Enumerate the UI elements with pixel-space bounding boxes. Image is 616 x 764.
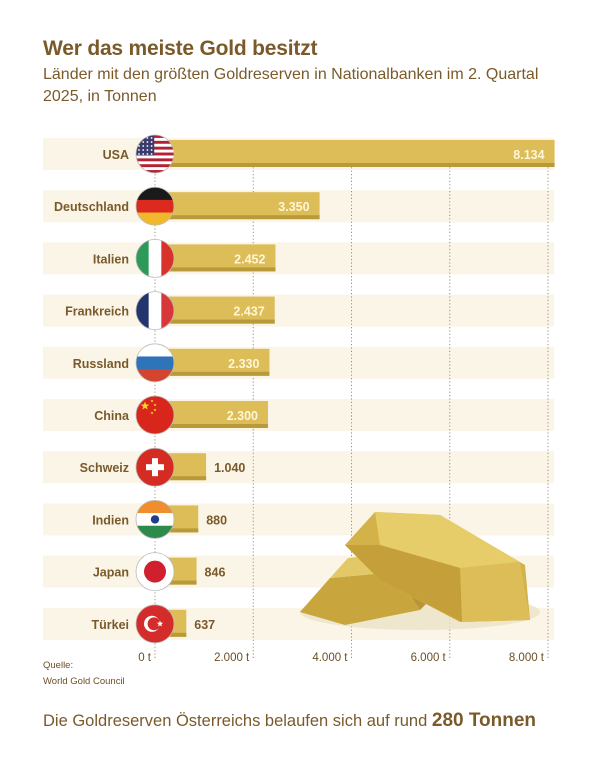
footer-highlight: 280 Tonnen [431, 710, 537, 731]
germany-flag-icon [135, 186, 175, 226]
category-label: Frankreich [65, 305, 129, 319]
bar-shadow [155, 319, 275, 324]
category-label: Deutschland [54, 200, 129, 214]
bar-shadow [155, 267, 276, 272]
row-band [43, 346, 554, 379]
row-band [43, 242, 554, 275]
bar-shadow [155, 424, 268, 428]
france-flag-icon [135, 291, 175, 331]
x-tick-label: 2.000 t [214, 652, 250, 664]
bar-shadow [155, 371, 270, 376]
footer-note: Die Goldreserven Österreichs belaufen si… [43, 710, 536, 732]
value-label: 880 [206, 513, 227, 527]
x-tick-labels: 0 t 2.000 t 4.000 t 6.000 t 8.000 t [138, 652, 545, 664]
category-label: Russland [73, 357, 129, 371]
value-label: 2.437 [233, 305, 264, 319]
source-name: World Gold Council [43, 676, 125, 687]
value-label: 1.040 [214, 461, 245, 475]
value-label: 637 [194, 618, 215, 632]
bar-shadow [155, 215, 320, 220]
row-bands [43, 138, 554, 640]
x-tick-label: 6.000 t [411, 652, 447, 664]
italy-flag-icon [135, 238, 175, 278]
switzerland-flag-icon [135, 447, 175, 487]
usa-flag-icon [135, 134, 175, 174]
row-band [43, 451, 554, 484]
flags [135, 134, 175, 644]
value-labels: 8.134 3.350 2.452 2.437 2.330 2.300 1.040 880 84… [194, 148, 544, 632]
x-tick-label: 0 t [138, 652, 152, 664]
value-label: 2.330 [228, 357, 259, 371]
value-label: 8.134 [513, 148, 544, 162]
category-label: Italien [93, 252, 129, 266]
category-label: Türkei [91, 618, 129, 632]
row-band [43, 294, 554, 327]
footer-text: Die Goldreserven Österreichs belaufen si… [43, 712, 432, 730]
row-band [43, 503, 554, 536]
bar [155, 296, 275, 324]
india-flag-icon [135, 500, 175, 539]
bar-shadow [155, 476, 207, 481]
bar [155, 140, 555, 167]
x-tick-label: 4.000 t [312, 652, 348, 664]
bar-shadow [155, 163, 555, 167]
japan-flag-icon [135, 552, 175, 591]
category-label: Japan [93, 566, 129, 580]
category-labels: USA Deutschland Italien Frankreich Russland C… [54, 148, 130, 632]
bar-shadow [155, 528, 199, 533]
bar-chart: USA Deutschland Italien Frankreich Russland C… [43, 134, 555, 664]
category-label: Schweiz [80, 461, 129, 475]
source-label: Quelle: [43, 660, 74, 671]
chart-title: Wer das meiste Gold besitzt [43, 37, 318, 60]
value-label: 846 [205, 566, 226, 580]
china-flag-icon [135, 395, 175, 435]
value-label: 2.300 [227, 409, 258, 423]
gold-bars-illustration [300, 512, 540, 630]
value-label: 3.350 [278, 200, 309, 214]
russia-flag-icon [135, 343, 175, 383]
row-band [43, 399, 554, 431]
turkey-flag-icon [135, 604, 175, 644]
bar [155, 192, 320, 220]
source-note: Quelle: World Gold Council [43, 658, 125, 690]
category-label: USA [103, 148, 129, 162]
category-label: Indien [92, 513, 129, 527]
value-label: 2.452 [234, 252, 265, 266]
chart-subtitle: Länder mit den größten Goldreserven in N… [43, 66, 539, 105]
category-label: China [94, 409, 130, 423]
x-tick-label: 8.000 t [509, 652, 545, 664]
bar [155, 244, 276, 272]
bar-shadow [155, 580, 197, 585]
